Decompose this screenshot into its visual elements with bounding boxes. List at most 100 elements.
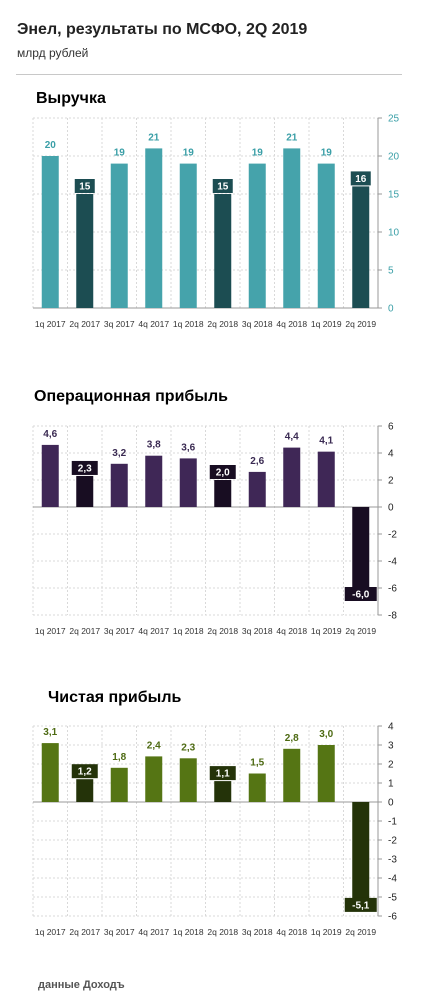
data-label-box xyxy=(344,897,377,912)
y-tick-label: -6 xyxy=(388,584,397,595)
bar xyxy=(248,471,266,507)
data-label: 2,3 xyxy=(181,742,195,753)
bar xyxy=(76,194,94,308)
data-label-box xyxy=(344,587,377,601)
data-label: 4,1 xyxy=(319,436,333,447)
y-tick-label: 25 xyxy=(388,114,400,125)
page-subtitle: млрд рублей xyxy=(17,46,89,60)
bar xyxy=(145,455,163,507)
y-tick-label: -2 xyxy=(388,836,397,847)
operating-profit-chart-title: Операционная прибыль xyxy=(34,388,228,405)
page-title: Энел, результаты по МСФО, 2Q 2019 xyxy=(17,21,308,38)
data-label: 2,4 xyxy=(147,740,161,751)
x-tick-label: 3q 2017 xyxy=(104,319,135,329)
data-label: 2,0 xyxy=(216,468,230,479)
x-tick-label: 2q 2017 xyxy=(69,319,100,329)
x-tick-label: 4q 2018 xyxy=(276,319,307,329)
bar xyxy=(317,451,335,507)
source-note: данные Доходъ xyxy=(38,979,125,991)
y-tick-label: 0 xyxy=(388,304,394,315)
x-tick-label: 1q 2019 xyxy=(311,319,342,329)
data-label: 4,4 xyxy=(285,432,299,443)
x-tick-label: 2q 2019 xyxy=(345,927,376,937)
data-label-box xyxy=(71,460,98,475)
bar xyxy=(283,748,301,802)
bar xyxy=(214,781,232,802)
data-label: 19 xyxy=(183,148,195,159)
x-tick-label: 2q 2019 xyxy=(345,319,376,329)
net-profit-chart-title: Чистая прибыль xyxy=(48,689,182,706)
data-label: 3,8 xyxy=(147,440,161,451)
y-tick-label: -3 xyxy=(388,855,397,866)
data-label: 20 xyxy=(45,140,57,151)
bar xyxy=(317,745,335,802)
x-tick-label: 4q 2017 xyxy=(138,319,169,329)
x-tick-label: 4q 2018 xyxy=(276,626,307,636)
data-label: 4,6 xyxy=(43,429,57,440)
bar xyxy=(41,743,59,802)
bar xyxy=(248,163,266,308)
data-label: 1,1 xyxy=(216,769,230,780)
x-tick-label: 3q 2018 xyxy=(242,319,273,329)
y-tick-label: 4 xyxy=(388,449,394,460)
data-label: 1,8 xyxy=(112,752,126,763)
bar xyxy=(283,148,301,308)
data-label: 1,5 xyxy=(250,758,264,769)
bar xyxy=(76,475,94,507)
data-label: 3,2 xyxy=(112,448,126,459)
y-tick-label: -4 xyxy=(388,874,397,885)
data-label: 2,6 xyxy=(250,456,264,467)
x-tick-label: 1q 2018 xyxy=(173,319,204,329)
x-tick-label: 1q 2017 xyxy=(35,626,66,636)
y-tick-label: -1 xyxy=(388,817,397,828)
y-tick-label: 10 xyxy=(388,228,400,239)
net-profit-chart: -6 -5 -4 -3 -2 -1 0 1 2 3 4 3,1 1q 2017 1,2 2q 2017 1,8… xyxy=(32,722,397,937)
data-label-box xyxy=(350,171,371,186)
operating-profit-chart: -8 -6 -4 -2 0 2 4 6 4,6 1q 2017 2,3 2q 2017 3,2 3q 20… xyxy=(32,422,397,636)
x-tick-label: 4q 2017 xyxy=(138,626,169,636)
x-tick-label: 2q 2018 xyxy=(207,626,238,636)
data-label: -5,1 xyxy=(352,900,370,911)
x-tick-label: 1q 2017 xyxy=(35,927,66,937)
x-tick-label: 3q 2018 xyxy=(242,927,273,937)
data-label: -6,0 xyxy=(352,590,370,601)
y-tick-label: 0 xyxy=(388,798,394,809)
data-label: 3,0 xyxy=(319,729,333,740)
bar xyxy=(352,802,370,899)
y-tick-label: 0 xyxy=(388,503,394,514)
y-tick-label: -8 xyxy=(388,611,397,622)
y-tick-label: 2 xyxy=(388,760,394,771)
x-tick-label: 2q 2018 xyxy=(207,319,238,329)
data-label: 19 xyxy=(321,148,333,159)
data-label: 21 xyxy=(148,132,160,143)
bar xyxy=(179,458,197,507)
y-tick-label: -4 xyxy=(388,557,397,568)
data-label: 16 xyxy=(355,174,367,185)
x-tick-label: 1q 2019 xyxy=(311,626,342,636)
bar xyxy=(214,194,232,308)
bar xyxy=(179,758,197,802)
y-tick-label: 6 xyxy=(388,422,394,433)
x-tick-label: 2q 2018 xyxy=(207,927,238,937)
data-label: 3,1 xyxy=(43,727,57,738)
revenue-chart-title: Выручка xyxy=(36,90,106,107)
x-tick-label: 4q 2018 xyxy=(276,927,307,937)
x-tick-label: 3q 2017 xyxy=(104,626,135,636)
y-tick-label: 3 xyxy=(388,741,394,752)
x-tick-label: 1q 2019 xyxy=(311,927,342,937)
data-label: 3,6 xyxy=(181,442,195,453)
x-tick-label: 1q 2018 xyxy=(173,927,204,937)
y-tick-label: -6 xyxy=(388,912,397,923)
x-tick-label: 2q 2017 xyxy=(69,927,100,937)
y-tick-label: 4 xyxy=(388,722,394,733)
bar xyxy=(110,463,128,507)
x-tick-label: 1q 2017 xyxy=(35,319,66,329)
data-label-box xyxy=(71,764,98,779)
bar xyxy=(41,444,59,507)
bar xyxy=(110,163,128,308)
data-label-box xyxy=(209,766,236,781)
bar xyxy=(283,447,301,507)
bar xyxy=(76,779,94,802)
data-label-box xyxy=(74,179,95,193)
x-tick-label: 3q 2017 xyxy=(104,927,135,937)
